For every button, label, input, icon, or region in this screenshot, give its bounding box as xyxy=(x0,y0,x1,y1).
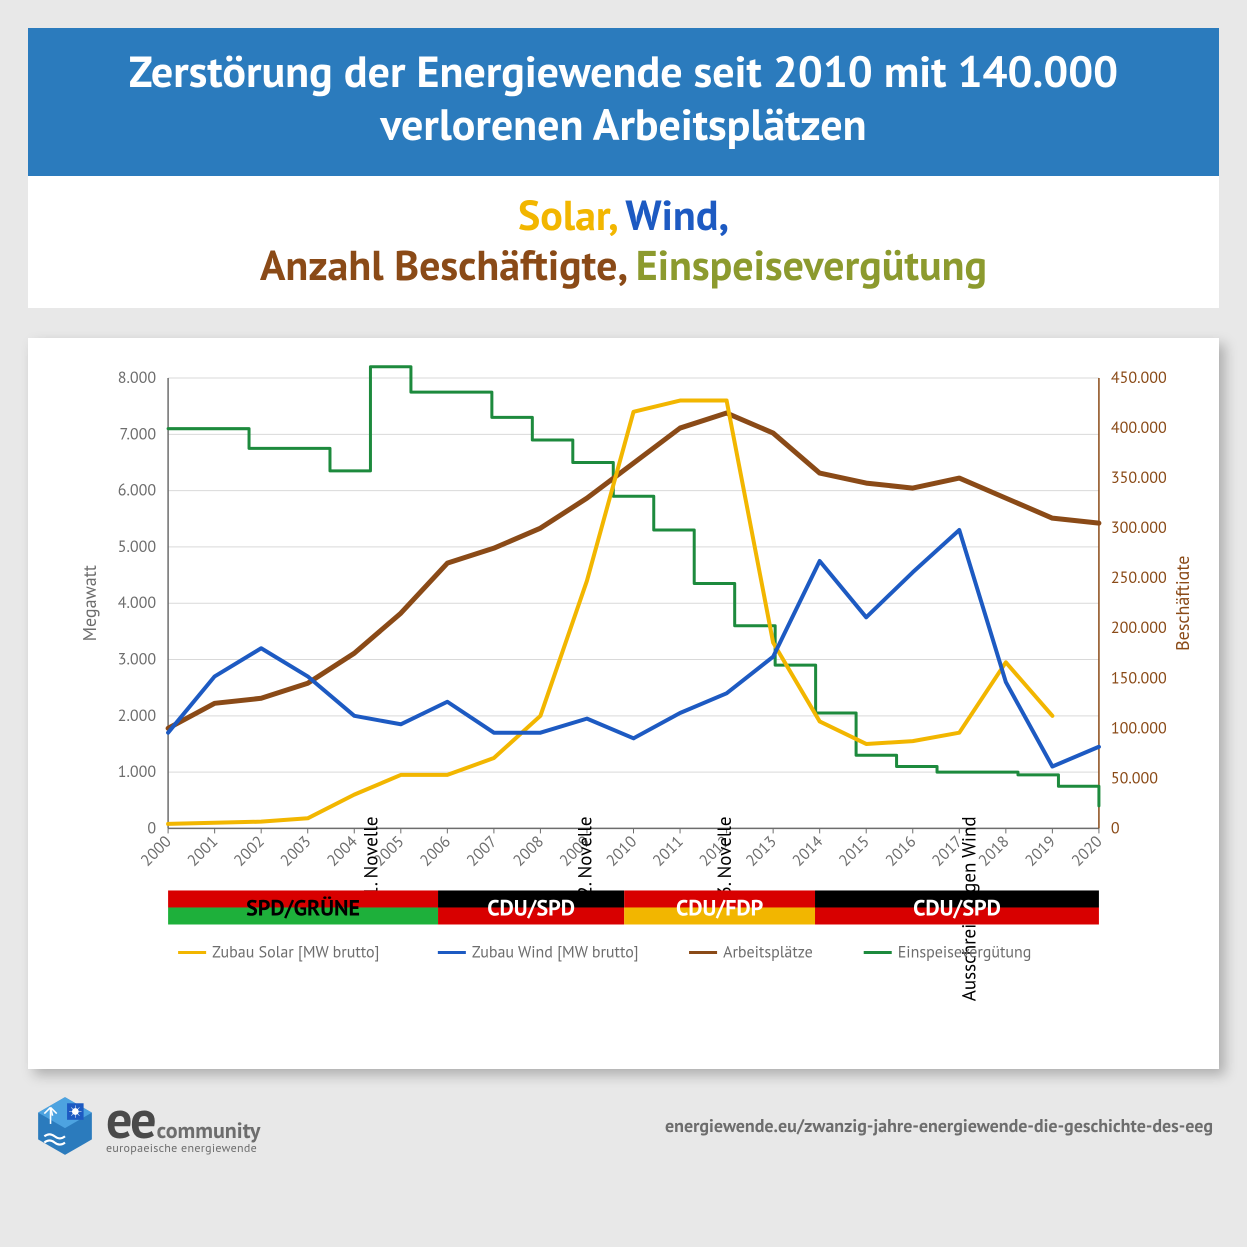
svg-text:1. Novelle: 1. Novelle xyxy=(360,817,384,897)
svg-text:2008: 2008 xyxy=(509,832,548,871)
svg-text:Beschäftigte: Beschäftigte xyxy=(1171,556,1189,651)
svg-text:50.000: 50.000 xyxy=(1111,769,1158,789)
svg-text:CDU/SPD: CDU/SPD xyxy=(913,895,1001,923)
svg-text:2010: 2010 xyxy=(602,832,641,871)
svg-text:2000: 2000 xyxy=(137,832,176,871)
svg-text:CDU/FDP: CDU/FDP xyxy=(676,895,764,923)
svg-text:Zubau Solar [MW brutto]: Zubau Solar [MW brutto] xyxy=(212,943,379,963)
svg-text:CDU/SPD: CDU/SPD xyxy=(487,895,575,923)
svg-text:2014: 2014 xyxy=(788,832,827,871)
logo: ee community europaeische energiewende xyxy=(34,1095,260,1157)
svg-text:Einspeisevergütung: Einspeisevergütung xyxy=(898,943,1032,963)
legend-strip: Solar, Wind, Anzahl Beschäftigte, Einspe… xyxy=(28,176,1219,309)
svg-text:450.000: 450.000 xyxy=(1111,368,1167,388)
svg-text:2020: 2020 xyxy=(1068,832,1107,871)
logo-text: ee community xyxy=(106,1097,260,1144)
svg-text:2007: 2007 xyxy=(463,832,502,871)
legend-wind: Wind xyxy=(625,187,718,242)
svg-text:2016: 2016 xyxy=(881,832,920,871)
svg-text:7.000: 7.000 xyxy=(120,425,157,445)
svg-text:SPD/GRÜNE: SPD/GRÜNE xyxy=(246,895,360,923)
svg-text:8.000: 8.000 xyxy=(118,368,157,388)
svg-text:0: 0 xyxy=(1111,819,1120,839)
svg-text:2001: 2001 xyxy=(183,832,222,871)
svg-text:3. Novelle: 3. Novelle xyxy=(713,817,737,897)
legend-jobs: Anzahl Beschäftigte xyxy=(260,237,617,292)
svg-text:300.000: 300.000 xyxy=(1111,519,1167,539)
svg-text:400.000: 400.000 xyxy=(1111,418,1167,438)
footer: ee community europaeische energiewende e… xyxy=(28,1095,1219,1157)
svg-text:2019: 2019 xyxy=(1021,832,1060,871)
svg-text:6.000: 6.000 xyxy=(118,481,157,501)
svg-text:2004: 2004 xyxy=(323,832,362,871)
legend-solar: Solar xyxy=(518,187,608,242)
svg-text:1.000: 1.000 xyxy=(118,762,157,782)
svg-text:2013: 2013 xyxy=(742,832,781,871)
footer-url: energiewende.eu/zwanzig-jahre-energiewen… xyxy=(665,1114,1213,1137)
logo-mark-icon xyxy=(34,1095,96,1157)
title-banner: Zerstörung der Energiewende seit 2010 mi… xyxy=(28,28,1219,176)
svg-text:0: 0 xyxy=(147,819,156,839)
svg-text:350.000: 350.000 xyxy=(1111,468,1167,488)
svg-text:4.000: 4.000 xyxy=(118,594,157,614)
svg-text:2006: 2006 xyxy=(416,832,455,871)
svg-text:2.000: 2.000 xyxy=(118,706,157,726)
svg-text:Megawatt: Megawatt xyxy=(78,566,101,642)
svg-text:5.000: 5.000 xyxy=(118,537,157,557)
svg-text:3.000: 3.000 xyxy=(118,650,157,670)
logo-subtitle: europaeische energiewende xyxy=(106,1144,260,1155)
svg-text:Arbeitsplätze: Arbeitsplätze xyxy=(723,943,813,963)
svg-text:2011: 2011 xyxy=(649,832,688,871)
svg-text:Zubau Wind [MW brutto]: Zubau Wind [MW brutto] xyxy=(472,943,639,963)
svg-text:2. Novelle: 2. Novelle xyxy=(574,817,598,897)
svg-text:100.000: 100.000 xyxy=(1111,719,1167,739)
line-chart: 0 1.000 2.000 3.000 4.000 5.000 6.000 7.000 8.00… xyxy=(58,358,1189,1049)
svg-text:200.000: 200.000 xyxy=(1111,619,1167,639)
svg-text:150.000: 150.000 xyxy=(1111,669,1167,689)
title-text: Zerstörung der Energiewende seit 2010 mi… xyxy=(129,43,1118,153)
svg-text:2003: 2003 xyxy=(276,832,315,871)
svg-text:2015: 2015 xyxy=(835,832,874,871)
chart-card: 0 1.000 2.000 3.000 4.000 5.000 6.000 7.000 8.00… xyxy=(28,338,1219,1069)
svg-text:2002: 2002 xyxy=(230,832,269,871)
svg-text:250.000: 250.000 xyxy=(1111,569,1167,589)
legend-feed: Einspeisevergütung xyxy=(636,237,987,292)
